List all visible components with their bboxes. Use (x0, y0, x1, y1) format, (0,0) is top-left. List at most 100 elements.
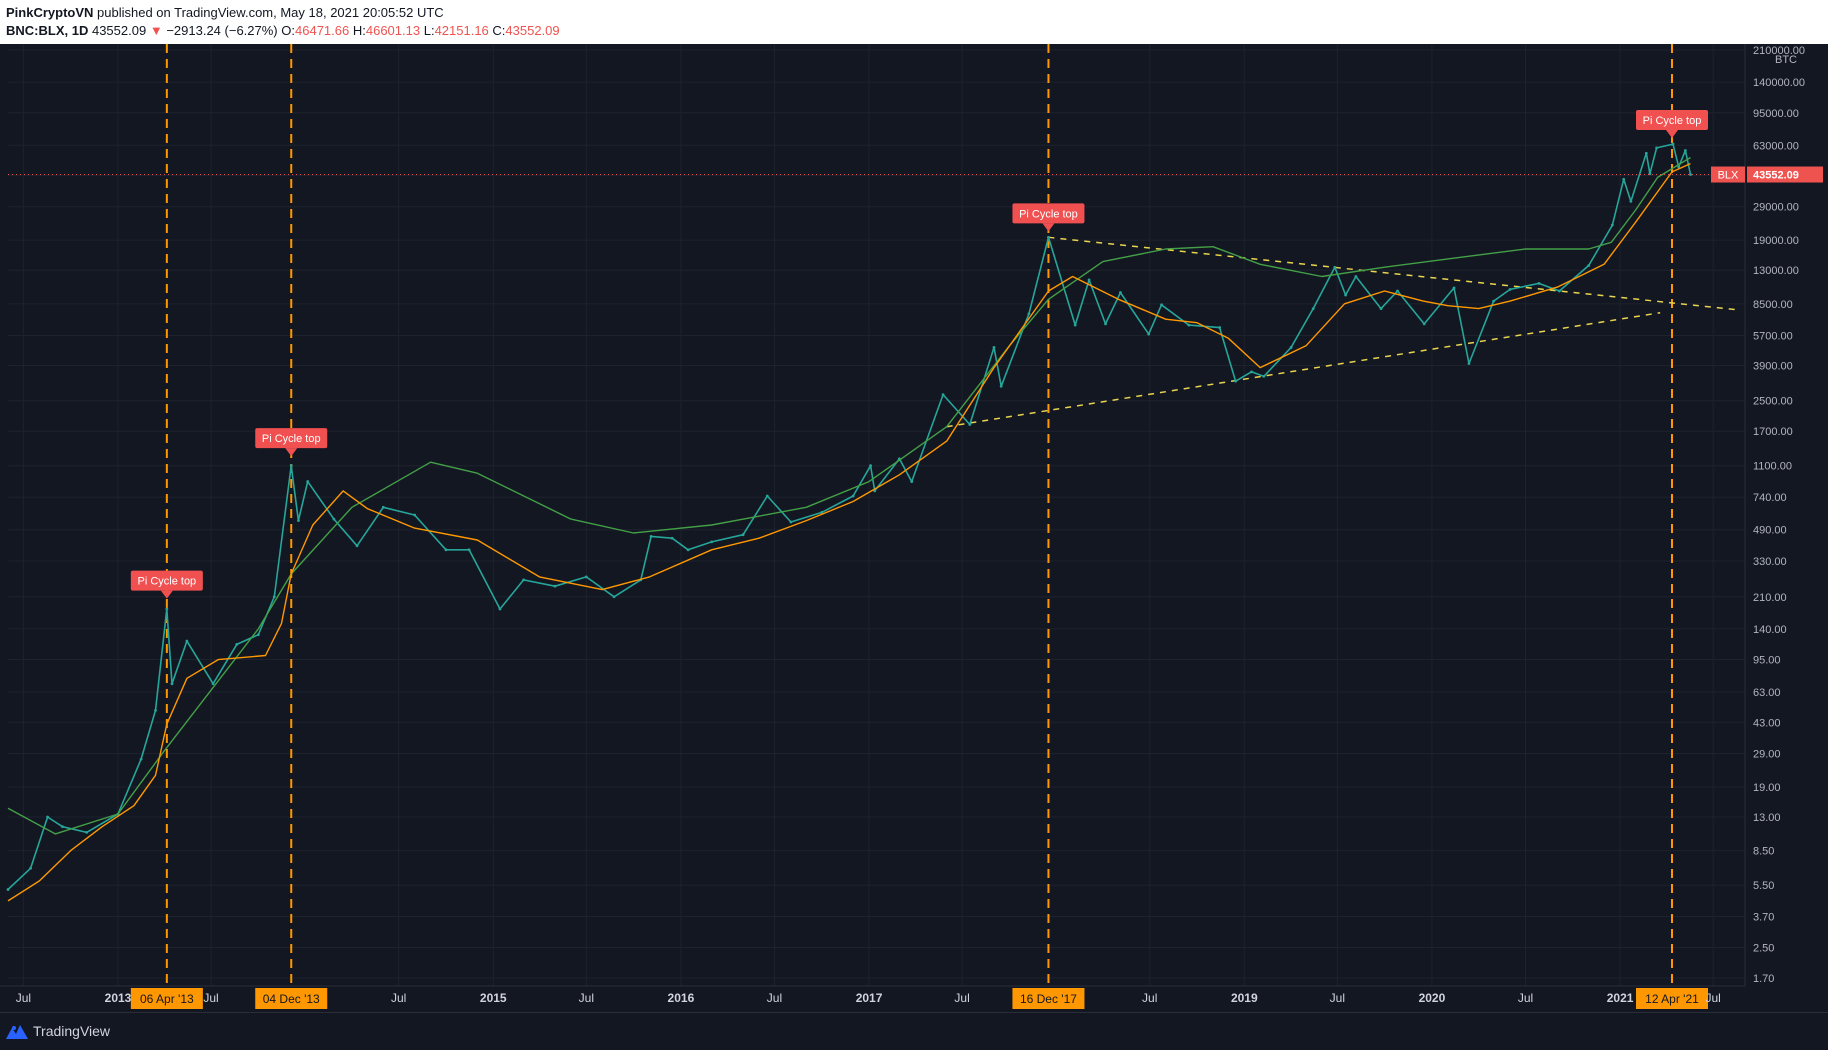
x-tick-label: Jul (1518, 991, 1533, 1005)
cycle-label-pointer (1666, 130, 1679, 139)
price-point (1587, 264, 1591, 267)
y-tick-label: 1100.00 (1753, 461, 1792, 473)
price-point (869, 464, 872, 468)
price-point (649, 535, 653, 538)
x-tick-label: Jul (1142, 991, 1157, 1005)
x-tick-label: 2016 (668, 991, 695, 1005)
x-tick-label: 2013 (105, 991, 132, 1005)
price-point (1508, 288, 1512, 291)
cycle-label-text: Pi Cycle top (1019, 208, 1078, 220)
price-point (61, 825, 64, 829)
price-point (1160, 303, 1163, 307)
last-price: 43552.09 (91, 23, 147, 38)
author-name[interactable]: PinkCryptoVN (6, 5, 94, 20)
price-point (306, 480, 310, 483)
price-point (297, 519, 300, 522)
cycle-markers: Pi Cycle top Pi Cycle top Pi Cycle top Pi C… (130, 110, 1709, 599)
price-point (553, 584, 557, 588)
price-point (1452, 286, 1456, 290)
y-tick-label: 210000.00 (1753, 45, 1805, 57)
price-point (85, 830, 89, 834)
price-point (1422, 322, 1426, 326)
y-tick-label: 5700.00 (1753, 330, 1793, 342)
price-point (820, 510, 824, 514)
price-point (272, 595, 276, 599)
price-point (1683, 149, 1687, 152)
brand-label: TradingView (33, 1023, 111, 1039)
y-tick-label: 3.70 (1753, 911, 1774, 923)
price-point (670, 536, 674, 540)
y-tick-label: 3900.00 (1753, 361, 1793, 373)
price-point (522, 578, 525, 582)
price-point (1354, 275, 1358, 278)
price-point (1629, 200, 1633, 203)
price-point (1622, 177, 1626, 181)
close-value: 43552.09 (505, 23, 560, 38)
ohlc-legend: BNC:BLX, 1D 43552.09 ▼ −2913.24 (−6.27%)… (6, 23, 560, 38)
publish-line: PinkCryptoVN published on TradingView.co… (6, 5, 444, 20)
x-tick-label: Jul (954, 991, 969, 1005)
y-tick-label: 140000.00 (1753, 77, 1805, 89)
cycle-lines: 06 Apr '13 04 Dec '13 16 Dec '17 12 Apr '21 (130, 44, 1709, 1009)
price-point (1644, 151, 1648, 155)
price-point (29, 866, 33, 870)
price-point (1250, 370, 1253, 374)
x-tick-label: 2019 (1231, 991, 1258, 1005)
price-point (498, 607, 502, 611)
price-chart[interactable]: 06 Apr '13 04 Dec '13 16 Dec '17 12 Apr '21… (0, 44, 1828, 1012)
y-tick-label: 740.00 (1753, 492, 1787, 504)
price-point (1147, 332, 1151, 336)
trend-lines (946, 236, 1737, 428)
x-tick-label: Jul (391, 991, 406, 1005)
tradingview-logo-icon (6, 1025, 28, 1040)
cycle-label-box (1636, 110, 1709, 131)
symbol-label[interactable]: BNC:BLX, 1D (6, 23, 89, 38)
price-point (741, 533, 745, 537)
price-point (968, 423, 972, 426)
x-tick-label: Jul (767, 991, 782, 1005)
price-point (185, 639, 189, 643)
tradingview-brand[interactable]: TradingView (6, 1023, 111, 1040)
x-tick-label: Jul (16, 991, 31, 1005)
y-tick-label: 1.70 (1753, 973, 1774, 985)
open-label: O: (281, 23, 295, 38)
chart-area[interactable]: 06 Apr '13 04 Dec '13 16 Dec '17 12 Apr '21… (0, 44, 1828, 1012)
price-point (6, 888, 10, 891)
cycle-label-pointer (285, 448, 298, 457)
cycle-date-badge (1012, 988, 1085, 1009)
price-point (910, 480, 914, 483)
y-tick-label: 5.50 (1753, 880, 1774, 892)
price-point (1655, 146, 1658, 150)
last-price-symbol-badge (1711, 166, 1745, 183)
last-price-badge (1747, 166, 1823, 183)
y-tick-label: 8.50 (1753, 846, 1774, 858)
series-ma-short (7, 162, 1691, 902)
series-lines (6, 142, 1692, 902)
trend-line (1048, 236, 1737, 311)
price-point (165, 607, 169, 611)
published-text: published on TradingView.com, May 18, 20… (97, 5, 444, 20)
x-tick-label: Jul (203, 991, 218, 1005)
y-tick-label: 1700.00 (1753, 426, 1793, 438)
series-ma-long (7, 156, 1691, 835)
price-point (686, 548, 690, 552)
open-value: 46471.66 (295, 23, 350, 38)
high-value: 46601.13 (365, 23, 421, 38)
price-point (139, 757, 143, 761)
price-point (235, 643, 239, 646)
price-point (467, 548, 471, 552)
price-point (1333, 265, 1337, 269)
down-arrow-icon: ▼ (149, 23, 163, 38)
price-point (1218, 326, 1222, 329)
price-point (1234, 379, 1237, 383)
price-point (1610, 223, 1614, 227)
publish-header: PinkCryptoVN published on TradingView.co… (0, 0, 1828, 44)
high-label: H: (352, 23, 366, 38)
currency-label: BTC (1775, 54, 1797, 66)
cycle-date-label: 16 Dec '17 (1020, 992, 1077, 1006)
last-price-value: 43552.09 (1753, 170, 1799, 182)
last-price-symbol: BLX (1718, 170, 1739, 182)
x-tick-label: 2020 (1419, 991, 1446, 1005)
x-tick-label: Jul (579, 991, 594, 1005)
price-point (789, 520, 793, 524)
